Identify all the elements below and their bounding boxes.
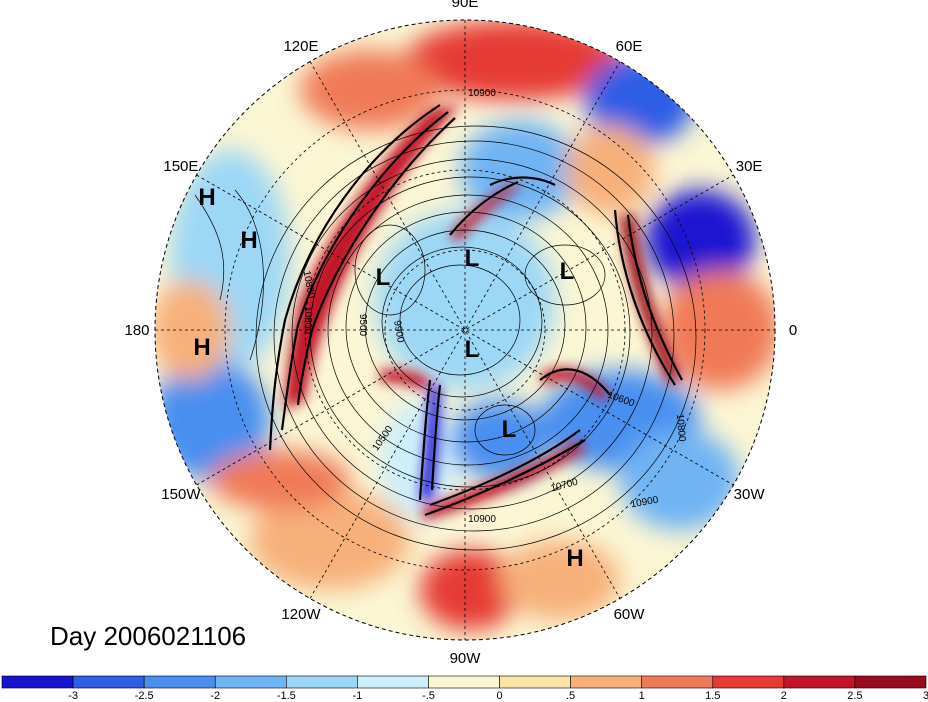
longitude-labels: 90E 60E 120E 30E 150E 0 180 30W 150W 60W 120W 90W	[124, 0, 797, 667]
pressure-center-low-4: L	[465, 336, 480, 363]
colorbar-tick-label: 0	[496, 690, 502, 702]
longitude-label: 120W	[281, 606, 321, 623]
colorbar-swatch	[1, 675, 74, 689]
map-rim	[154, 19, 776, 641]
contour-label: 10900	[468, 514, 496, 525]
colorbar-swatch	[286, 675, 358, 689]
pressure-center-high-3: H	[193, 334, 210, 361]
pressure-center-high-4: H	[566, 545, 583, 572]
longitude-label: 60W	[614, 606, 646, 623]
colorbar-swatch	[570, 675, 642, 689]
jet-contours	[268, 104, 683, 517]
colorbar-tick-label: 1	[639, 690, 645, 702]
height-contours	[194, 125, 697, 551]
colorbar-tick-label: 2.5	[847, 690, 862, 702]
longitude-label: 90E	[452, 0, 479, 11]
pressure-center-low-1: L	[376, 264, 391, 291]
longitude-label: 150W	[161, 486, 201, 503]
pressure-center-low-3: L	[560, 258, 575, 285]
contour-label: 10900	[630, 495, 660, 511]
longitude-label: 60E	[616, 38, 643, 55]
day-label: Day 2006021106	[50, 621, 246, 651]
longitude-label: 150E	[163, 158, 198, 175]
colorbar-tick-label: 2	[781, 690, 787, 702]
colorbar-swatch	[499, 675, 571, 689]
colorbar-swatch	[641, 675, 714, 689]
colorbar-tick-label: -1	[353, 690, 363, 702]
colorbar-tick-label: -2	[210, 690, 220, 702]
contour-label: 10800	[301, 270, 317, 300]
colorbar-swatch	[712, 675, 785, 689]
contour-label: 9500	[357, 314, 368, 337]
colorbar-swatch	[72, 675, 145, 689]
colorbar-swatch	[854, 675, 927, 689]
pressure-center-low-2: L	[465, 245, 480, 272]
longitude-label: 0	[789, 322, 797, 339]
longitude-label: 90W	[450, 650, 482, 667]
contour-label: 10800	[302, 306, 313, 334]
colorbar-tick-label: 3	[923, 690, 928, 702]
colorbar-swatch	[428, 675, 500, 689]
graticule	[155, 20, 775, 640]
colorbar-tick-label: -1.5	[277, 690, 296, 702]
longitude-label: 30E	[736, 158, 763, 175]
longitude-label: 180	[124, 322, 149, 339]
contour-label: 10900	[468, 88, 496, 99]
colorbar: -3 -2.5 -2 -1.5 -1 -.5 0 .5 1 1.5 2 2.5 3	[1, 675, 928, 702]
pressure-center-high-2: H	[240, 227, 257, 254]
colorbar-tick-label: 1.5	[705, 690, 720, 702]
colorbar-tick-label: -2.5	[135, 690, 154, 702]
colorbar-tick-label: .5	[566, 690, 575, 702]
longitude-label: 30W	[734, 486, 766, 503]
colorbar-swatch	[357, 675, 429, 689]
pressure-center-high-1: H	[198, 184, 215, 211]
colorbar-tick-label: -3	[68, 690, 78, 702]
colorbar-swatch	[783, 675, 856, 689]
colorbar-swatch	[214, 675, 287, 689]
contour-label: 10800	[674, 413, 687, 442]
colorbar-swatch	[143, 675, 216, 689]
longitude-label: 120E	[283, 38, 318, 55]
pressure-center-low-5: L	[502, 416, 517, 443]
colorbar-tick-label: -.5	[422, 690, 435, 702]
contour-label: 9900	[391, 320, 406, 344]
